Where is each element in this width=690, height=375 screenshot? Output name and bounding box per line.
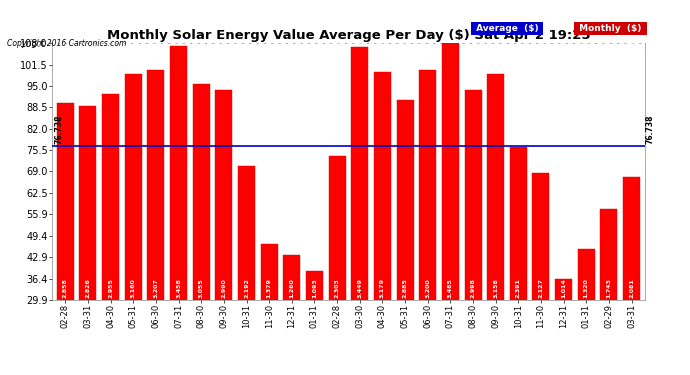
Text: 2.391: 2.391 xyxy=(516,279,521,298)
Text: 3.449: 3.449 xyxy=(357,279,362,298)
Text: Copyright 2016 Cartronics.com: Copyright 2016 Cartronics.com xyxy=(7,39,126,48)
Text: 3.458: 3.458 xyxy=(176,279,181,298)
Text: 3.179: 3.179 xyxy=(380,279,385,298)
Bar xyxy=(193,84,210,300)
Bar xyxy=(555,279,572,300)
Bar xyxy=(578,249,595,300)
Text: 1.743: 1.743 xyxy=(607,279,611,298)
Text: 2.885: 2.885 xyxy=(402,279,408,298)
Bar xyxy=(238,166,255,300)
Bar xyxy=(125,74,141,300)
Bar xyxy=(170,46,187,300)
Bar xyxy=(215,90,233,300)
Text: 2.990: 2.990 xyxy=(221,279,226,298)
Text: 76.738: 76.738 xyxy=(54,115,63,144)
Text: 1.320: 1.320 xyxy=(584,279,589,298)
Text: 1.093: 1.093 xyxy=(312,279,317,298)
Bar xyxy=(623,177,640,300)
Text: 3.160: 3.160 xyxy=(131,279,136,298)
Text: 3.055: 3.055 xyxy=(199,279,204,298)
Title: Monthly Solar Energy Value Average Per Day ($) Sat Apr 2 19:25: Monthly Solar Energy Value Average Per D… xyxy=(107,29,590,42)
Text: 2.303: 2.303 xyxy=(335,279,339,298)
Text: 2.955: 2.955 xyxy=(108,279,113,298)
Bar xyxy=(328,156,346,300)
Bar xyxy=(351,46,368,300)
Bar xyxy=(102,94,119,300)
Text: 1.014: 1.014 xyxy=(561,279,566,298)
Text: 1.260: 1.260 xyxy=(289,279,295,298)
Text: 3.207: 3.207 xyxy=(153,279,159,298)
Bar xyxy=(442,43,459,300)
Text: 2.998: 2.998 xyxy=(471,279,475,298)
Text: 2.858: 2.858 xyxy=(63,279,68,298)
Bar xyxy=(306,271,323,300)
Text: 3.158: 3.158 xyxy=(493,279,498,298)
Text: Average  ($): Average ($) xyxy=(473,24,542,33)
Bar xyxy=(487,74,504,300)
Bar xyxy=(464,90,482,300)
Text: 1.379: 1.379 xyxy=(266,279,272,298)
Text: 2.192: 2.192 xyxy=(244,279,249,298)
Bar xyxy=(533,172,549,300)
Bar xyxy=(148,70,164,300)
Bar xyxy=(79,106,97,300)
Bar xyxy=(261,244,277,300)
Text: 3.485: 3.485 xyxy=(448,279,453,298)
Text: 2.081: 2.081 xyxy=(629,279,634,298)
Bar xyxy=(397,100,413,300)
Bar xyxy=(420,70,436,300)
Bar xyxy=(284,255,300,300)
Text: 3.200: 3.200 xyxy=(425,279,431,298)
Text: 2.826: 2.826 xyxy=(86,279,90,298)
Bar xyxy=(374,72,391,300)
Text: 76.738: 76.738 xyxy=(645,115,654,144)
Bar xyxy=(57,103,74,300)
Bar xyxy=(600,209,618,300)
Text: 2.127: 2.127 xyxy=(538,279,544,298)
Text: Monthly  ($): Monthly ($) xyxy=(576,24,644,33)
Bar xyxy=(510,147,526,300)
